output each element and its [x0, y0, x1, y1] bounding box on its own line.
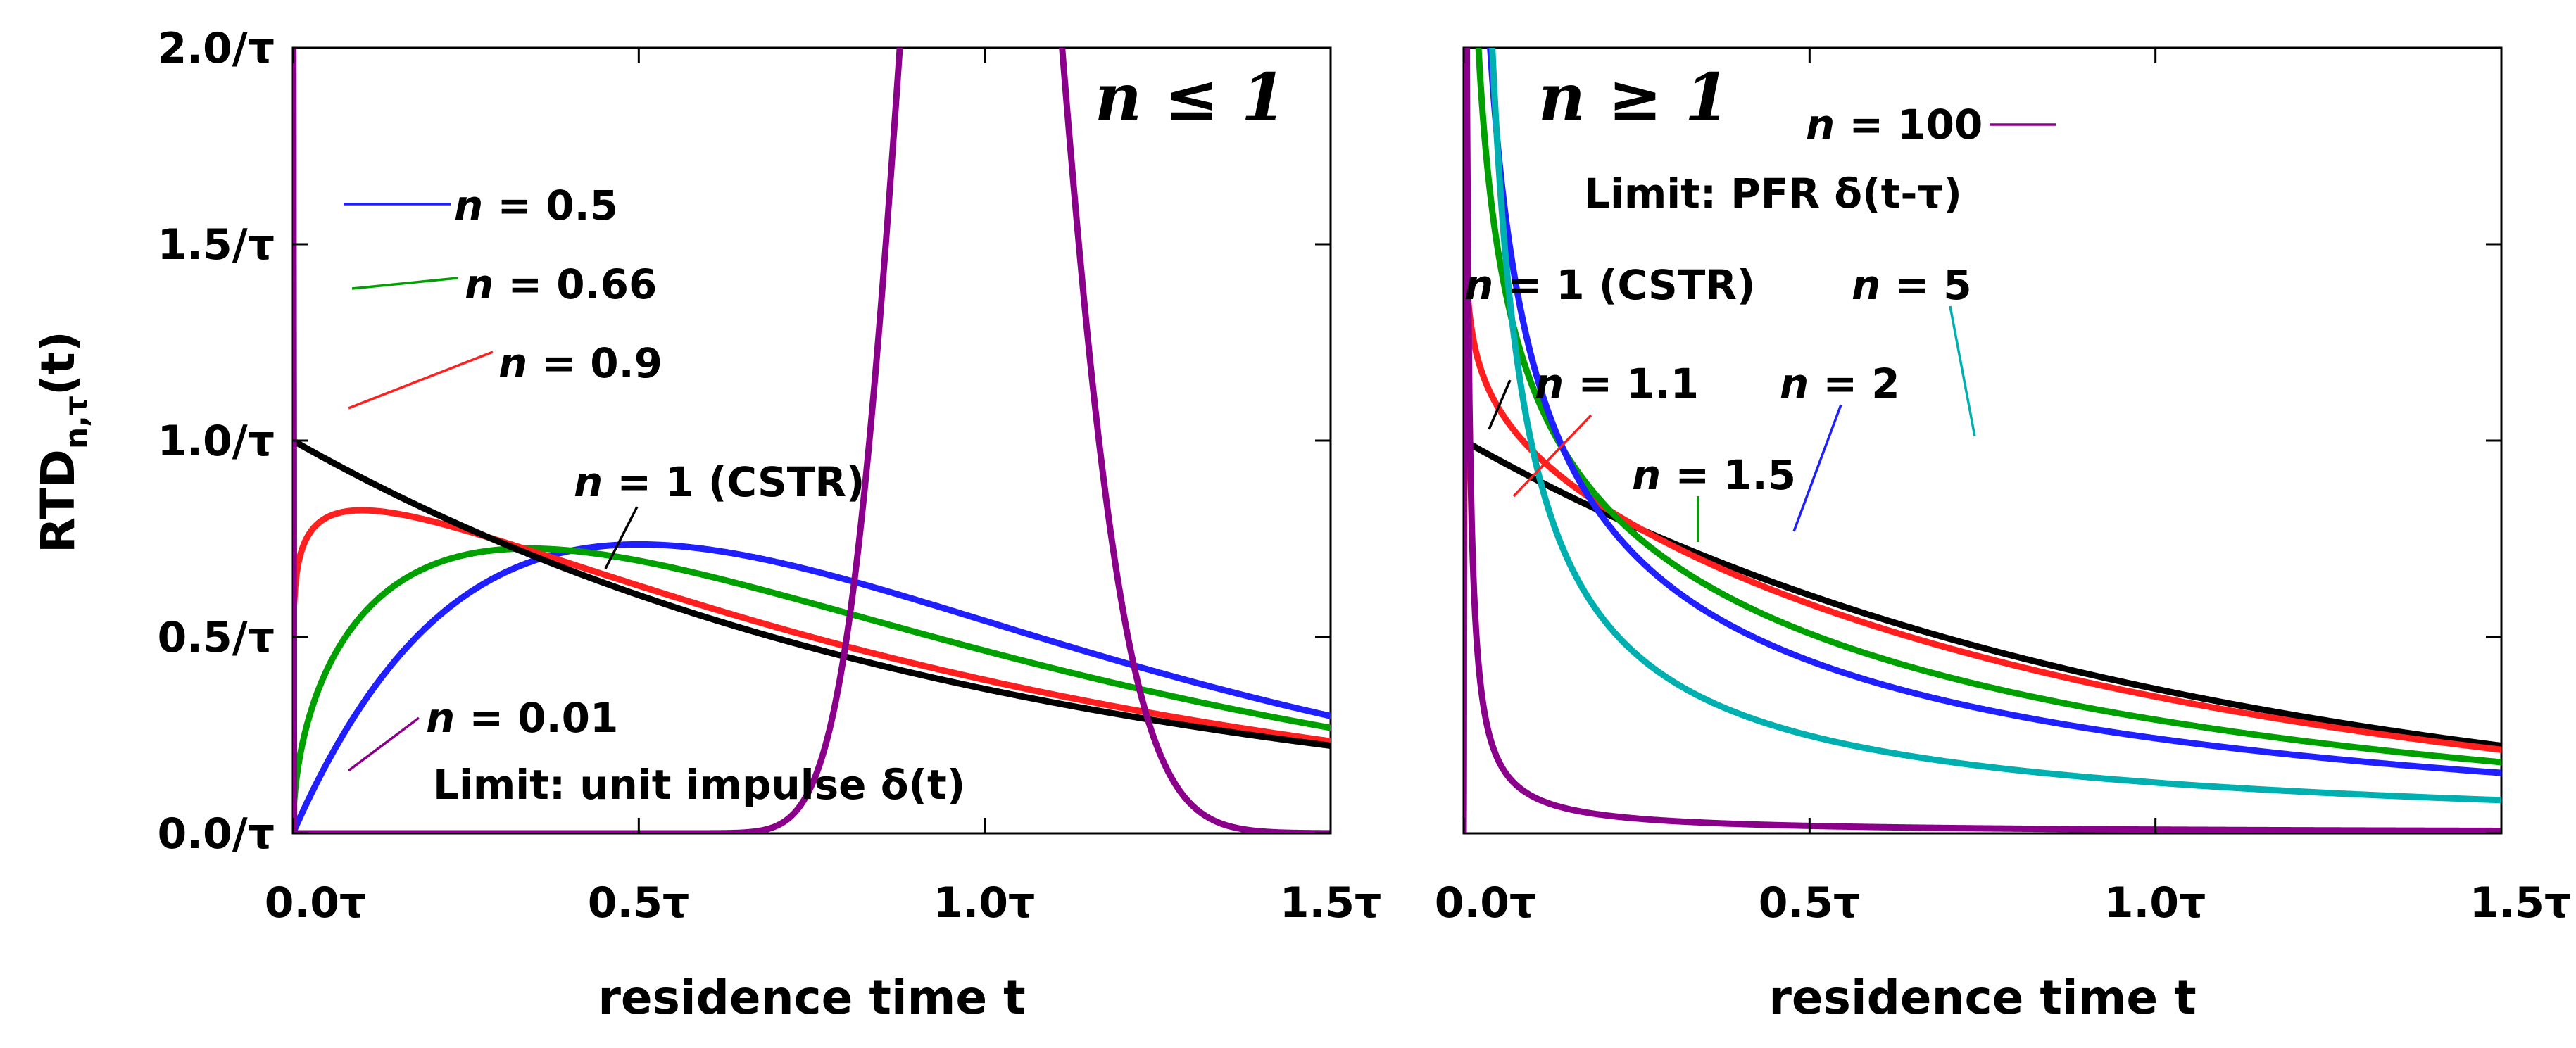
series-label-value: = 100 — [1835, 101, 1983, 149]
series-label-n-1.5: n = 1.5 — [1632, 451, 1796, 499]
series-label-value: = 2 — [1809, 360, 1899, 408]
series-label-value: = 1.1 — [1564, 360, 1699, 408]
series-label-n-0.01: n = 0.01 — [426, 694, 618, 742]
y-axis-title-main: RTD — [31, 449, 85, 553]
series-line-n-100 — [1464, 48, 2501, 833]
n-variable: n — [1780, 360, 1809, 408]
series-label-n-5: n = 5 — [1852, 261, 1972, 309]
n-variable: n — [454, 182, 483, 229]
y-tick-label: 1.0/τ — [158, 417, 275, 466]
n-variable: n — [1535, 360, 1564, 408]
y-tick-label: 0.5/τ — [158, 613, 275, 662]
right-panel-title: n ≥ 1 — [1538, 59, 1730, 135]
series-line-n-0.01 — [293, 48, 1331, 833]
series-line-n-5 — [1464, 48, 2501, 833]
y-tick-label: 0.0/τ — [158, 809, 275, 859]
y-tick-label: 1.5/τ — [158, 220, 275, 270]
series-label-value: = 0.5 — [483, 182, 618, 229]
leader-line — [1512, 414, 1592, 498]
series-label-n-1.1: n = 1.1 — [1535, 360, 1699, 408]
limit-annotation-impulse: Limit: unit impulse δ(t) — [433, 761, 965, 809]
series-label-n-0.66: n = 0.66 — [465, 260, 657, 308]
n-variable: n — [465, 260, 494, 308]
leader-line — [1792, 404, 1842, 532]
left-panel: 0.0/τ 0.5/τ 1.0/τ 1.5/τ 2.0/τ 0.0τ 0.5τ … — [31, 24, 1382, 1025]
n-variable: n — [426, 694, 455, 742]
left-ticks — [291, 46, 1332, 835]
n-variable: n — [1632, 451, 1661, 499]
n-variable: n — [1806, 101, 1835, 149]
y-axis-title: RTDn,τ(t) — [31, 331, 94, 553]
right-curves — [1464, 48, 2501, 833]
series-label-value: = 5 — [1880, 261, 1971, 309]
x-tick-label: 1.5τ — [2470, 878, 2572, 928]
left-x-axis-title: residence time t — [598, 971, 1025, 1025]
series-line-n-1-cstr- — [293, 437, 1331, 749]
series-label-n-100: n = 100 — [1806, 101, 1983, 149]
left-panel-title: n ≤ 1 — [1095, 59, 1286, 135]
x-tick-label: 0.5τ — [1759, 878, 1861, 928]
x-tick-label: 1.5τ — [1280, 878, 1382, 928]
series-label-n-1-cstr: n = 1 (CSTR) — [574, 458, 865, 506]
n-variable: n — [1852, 261, 1880, 309]
right-panel: 0.0τ 0.5τ 1.0τ 1.5τ residence time t n ≥… — [1435, 46, 2572, 1025]
y-axis-title-suffix: (t) — [31, 331, 85, 396]
leader-line — [604, 506, 639, 569]
series-line-n-1.1 — [1464, 224, 2501, 833]
series-label-value: = 0.9 — [527, 339, 662, 387]
limit-annotation-pfr: Limit: PFR δ(t-τ) — [1584, 170, 1962, 217]
leader-line — [1949, 305, 1976, 437]
x-tick-label: 1.0τ — [934, 878, 1036, 928]
series-label-value: = 1.5 — [1661, 451, 1796, 499]
series-label-n-0.5: n = 0.5 — [454, 182, 618, 229]
right-plot-frame — [1462, 46, 2503, 835]
y-axis-title-subscript: n,τ — [58, 396, 94, 449]
series-label-value: = 1 (CSTR) — [603, 458, 865, 506]
series-label-value: = 0.66 — [494, 260, 657, 308]
n-variable: n — [498, 339, 527, 387]
series-line-n-0.66 — [293, 48, 1331, 806]
x-tick-label: 0.0τ — [265, 878, 367, 928]
x-tick-label: 0.5τ — [588, 878, 690, 928]
left-curves — [293, 48, 1331, 833]
series-line-n-0.5 — [293, 48, 1331, 833]
series-label-n-0.9: n = 0.9 — [498, 339, 662, 387]
series-line-n-1.5 — [1464, 48, 2501, 833]
series-line-n-1-cstr- — [1464, 437, 2501, 749]
x-tick-label: 0.0τ — [1435, 878, 1537, 928]
series-label-n-2: n = 2 — [1780, 360, 1900, 408]
n-variable: n — [1464, 261, 1493, 309]
right-x-axis-title: residence time t — [1768, 971, 2196, 1025]
x-tick-label: 1.0τ — [2104, 878, 2206, 928]
leader-line — [351, 277, 458, 290]
leader-line — [1488, 379, 1512, 430]
leader-line — [348, 351, 494, 410]
y-tick-label: 2.0/τ — [158, 24, 275, 73]
series-label-value: = 0.01 — [455, 694, 618, 742]
leader-line — [347, 716, 420, 772]
series-label-n-1-cstr: n = 1 (CSTR) — [1464, 261, 1755, 309]
series-label-value: = 1 (CSTR) — [1493, 261, 1755, 309]
right-ticks — [1462, 46, 2503, 835]
n-variable: n — [574, 458, 603, 506]
series-line-n-2 — [1464, 48, 2501, 833]
